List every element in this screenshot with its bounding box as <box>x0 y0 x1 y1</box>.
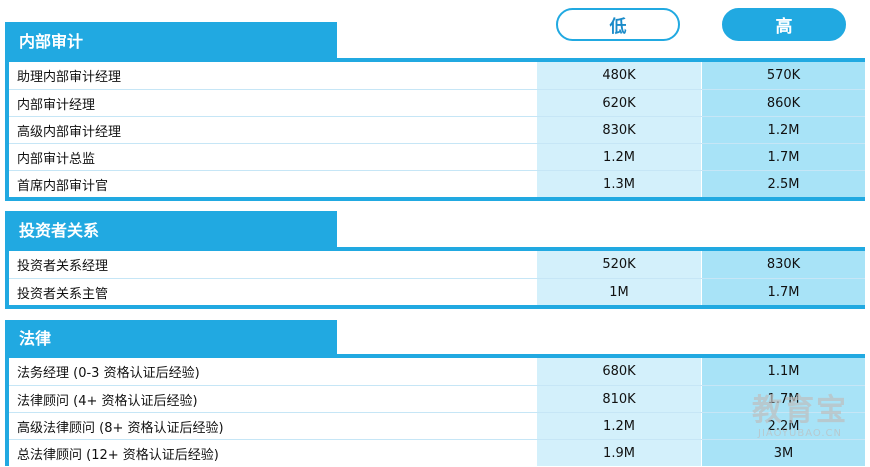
section-divider <box>5 58 865 62</box>
salary-low: 1.2M <box>536 144 701 170</box>
table-row: 总法律顾问 (12+ 资格认证后经验) 1.9M 3M <box>9 439 865 466</box>
section-title: 内部审计 <box>5 22 337 58</box>
salary-high: 1.7M <box>701 144 865 170</box>
table-row: 首席内部审计官 1.3M 2.5M <box>9 170 865 197</box>
salary-low: 1.9M <box>536 440 701 466</box>
job-title: 内部审计总监 <box>9 144 536 170</box>
salary-high: 830K <box>701 251 865 278</box>
watermark: 教育宝 JIAOYUBAO.CN <box>752 394 848 440</box>
table-row: 高级内部审计经理 830K 1.2M <box>9 116 865 143</box>
table-row: 法务经理 (0-3 资格认证后经验) 680K 1.1M <box>9 358 865 385</box>
table-row: 高级法律顾问 (8+ 资格认证后经验) 1.2M 2.2M <box>9 412 865 439</box>
section-rows: 助理内部审计经理 480K 570K 内部审计经理 620K 860K 高级内部… <box>5 62 865 201</box>
section-divider <box>5 354 865 358</box>
salary-high: 1.2M <box>701 117 865 143</box>
section-divider <box>5 247 865 251</box>
job-title: 内部审计经理 <box>9 90 536 116</box>
section-rows: 投资者关系经理 520K 830K 投资者关系主管 1M 1.7M <box>5 251 865 309</box>
section-title: 投资者关系 <box>5 211 337 247</box>
salary-low: 1M <box>536 279 701 305</box>
table-row: 投资者关系主管 1M 1.7M <box>9 278 865 305</box>
salary-low: 680K <box>536 358 701 385</box>
salary-high: 570K <box>701 62 865 89</box>
salary-low: 620K <box>536 90 701 116</box>
job-title: 助理内部审计经理 <box>9 62 536 89</box>
job-title: 法务经理 (0-3 资格认证后经验) <box>9 358 536 385</box>
table-row: 法律顾问 (4+ 资格认证后经验) 810K 1.7M <box>9 385 865 412</box>
salary-high: 2.5M <box>701 171 865 197</box>
job-title: 首席内部审计官 <box>9 171 536 197</box>
job-title: 高级内部审计经理 <box>9 117 536 143</box>
salary-high: 1.1M <box>701 358 865 385</box>
job-title: 法律顾问 (4+ 资格认证后经验) <box>9 386 536 412</box>
table-row: 内部审计经理 620K 860K <box>9 89 865 116</box>
salary-low: 1.3M <box>536 171 701 197</box>
salary-high: 3M <box>701 440 865 466</box>
salary-high: 860K <box>701 90 865 116</box>
watermark-url: JIAOYUBAO.CN <box>758 428 842 439</box>
section-title: 法律 <box>5 320 337 354</box>
salary-high: 1.7M <box>701 279 865 305</box>
salary-high: 1.7M <box>701 386 865 412</box>
salary-low: 1.2M <box>536 413 701 439</box>
job-title: 高级法律顾问 (8+ 资格认证后经验) <box>9 413 536 439</box>
salary-low: 520K <box>536 251 701 278</box>
salary-low: 480K <box>536 62 701 89</box>
job-title: 投资者关系主管 <box>9 279 536 305</box>
salary-high: 2.2M <box>701 413 865 439</box>
job-title: 总法律顾问 (12+ 资格认证后经验) <box>9 440 536 466</box>
table-row: 助理内部审计经理 480K 570K <box>9 62 865 89</box>
salary-low: 830K <box>536 117 701 143</box>
table-row: 投资者关系经理 520K 830K <box>9 251 865 278</box>
section-rows: 法务经理 (0-3 资格认证后经验) 680K 1.1M 法律顾问 (4+ 资格… <box>5 358 865 466</box>
salary-low: 810K <box>536 386 701 412</box>
column-header-high: 高 <box>722 8 846 41</box>
column-header-low: 低 <box>556 8 680 41</box>
table-row: 内部审计总监 1.2M 1.7M <box>9 143 865 170</box>
job-title: 投资者关系经理 <box>9 251 536 278</box>
watermark-logo: 教育宝 <box>752 393 848 428</box>
